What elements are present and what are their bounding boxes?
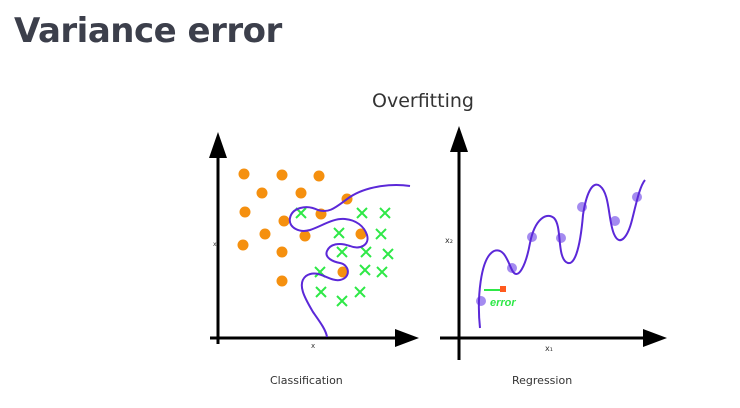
class-b-cross [333, 227, 345, 239]
regression-caption: Regression [512, 374, 572, 387]
class-a-dot [256, 187, 268, 199]
class-a-dot [237, 239, 249, 251]
classification-x-arrow [395, 329, 419, 347]
class-a-dot [337, 266, 349, 278]
class-b-cross [336, 295, 348, 307]
error-label: error [490, 297, 516, 309]
overfit-regression-curve [477, 179, 646, 329]
class-a-dot [295, 187, 307, 199]
class-b-points [295, 207, 394, 307]
class-b-cross [382, 248, 394, 260]
class-a-dot [355, 228, 367, 240]
class-a-dot [276, 169, 288, 181]
classification-caption: Classification [270, 374, 343, 387]
overfit-decision-boundary [288, 184, 411, 338]
classification-y-label: x [213, 241, 217, 248]
regression-y-arrow [450, 126, 468, 152]
class-a-dot [299, 230, 311, 242]
regression-point [556, 233, 566, 243]
class-b-cross [354, 286, 366, 298]
regression-x-label: x₁ [545, 344, 553, 353]
class-b-cross [360, 246, 372, 258]
class-b-cross [379, 207, 391, 219]
class-b-cross [356, 207, 368, 219]
regression-y-label: x₂ [445, 236, 453, 245]
regression-panel: x₁ x₂ error Regression [440, 126, 667, 387]
class-a-dot [239, 206, 251, 218]
classification-y-arrow [209, 132, 227, 158]
class-b-cross [315, 286, 327, 298]
classification-x-label: x [311, 342, 315, 350]
slide-title: Variance error [14, 11, 282, 51]
figure-heading: Overfitting [372, 90, 474, 112]
class-b-cross [336, 246, 348, 258]
class-a-dot [278, 215, 290, 227]
class-a-dot [313, 170, 325, 182]
error-marker [500, 286, 506, 292]
classification-panel: x x Classification [209, 132, 419, 387]
regression-point [476, 296, 486, 306]
class-b-cross [359, 264, 371, 276]
class-a-dot [276, 246, 288, 258]
regression-x-arrow [643, 329, 667, 347]
class-a-dot [276, 275, 288, 287]
class-b-cross [375, 228, 387, 240]
regression-point [610, 216, 620, 226]
class-a-dot [259, 228, 271, 240]
class-a-dot [238, 168, 250, 180]
class-b-cross [376, 266, 388, 278]
